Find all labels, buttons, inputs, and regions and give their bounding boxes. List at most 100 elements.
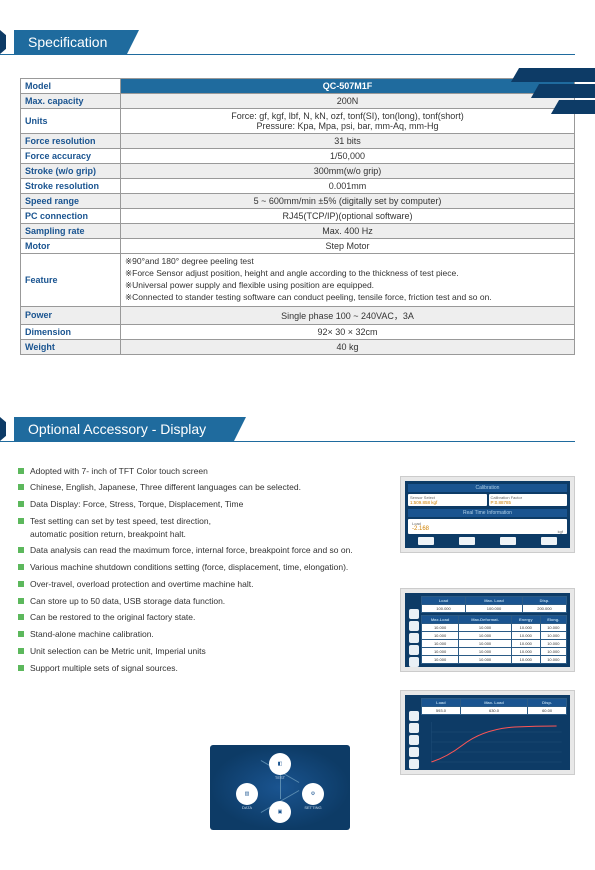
display-button [500,537,516,545]
side-button [409,711,419,721]
col-header: Max.Deformat. [459,616,512,624]
bullet-item: Can be restored to the original factory … [18,611,418,624]
feature-bullet-list: Adopted with 7- inch of TFT Color touch … [18,465,418,675]
cell: 10.000 [459,640,512,648]
spec-value: 40 kg [121,339,575,354]
bullet-item: Adopted with 7- inch of TFT Color touch … [18,465,418,478]
cell: 100.000 [422,605,466,613]
col-header: Load [422,699,461,707]
side-button [409,609,419,619]
side-button [409,747,419,757]
col-header: Energy [511,616,540,624]
display-mockup-calibration: Calibration Sensor Select 1:509.858 kgf … [400,476,575,553]
section-title: Specification [14,30,127,54]
spec-label: Power [21,306,121,324]
side-button [409,633,419,643]
cell: 10.000 [459,648,512,656]
spec-label: Force accuracy [21,149,121,164]
spec-label: Stroke resolution [21,179,121,194]
bullet-item: Various machine shutdown conditions sett… [18,561,418,574]
cell: 10.000 [422,656,459,664]
spec-feature-cell: ※90°and 180° degree peeling test※Force S… [121,254,575,307]
section-header-accessory: Optional Accessory - Display [0,415,595,445]
cell: 10.000 [422,624,459,632]
spec-value: Force: gf, kgf, lbf, N, kN, ozf, tonf(SI… [121,109,575,134]
bullet-item: Data analysis can read the maximum force… [18,544,418,557]
display-mockup-menu: ◧ TEST ▥ DATA ⚙ SETTING ▣ [210,745,350,830]
cell: 10.000 [511,656,540,664]
data-table: LoadMax. LoadDisp. 100.000100.000200.000 [421,596,567,613]
spec-value: Max. 400 Hz [121,224,575,239]
divider [0,441,575,442]
side-button [409,645,419,655]
display-title: Real Time Information [408,509,567,517]
cell: 10.000 [511,624,540,632]
spec-label: Feature [21,254,121,307]
value: 1:509.858 kgf [410,500,437,505]
col-header: Load [422,597,466,605]
spec-value: 5 ~ 600mm/min ±5% (digitally set by comp… [121,194,575,209]
spec-value: 1/50,000 [121,149,575,164]
menu-icon-setting: ⚙ [302,783,324,805]
cell: 10.000 [422,640,459,648]
col-header: Max. Load [466,597,523,605]
bullet-item: Support multiple sets of signal sources. [18,662,418,675]
spec-label: Force resolution [21,134,121,149]
col-header: Disp. [528,699,567,707]
cell: 200.000 [522,605,566,613]
display-title: Calibration [408,484,567,492]
spec-value: 31 bits [121,134,575,149]
icon-label: SETTING [298,805,328,810]
section-title: Optional Accessory - Display [14,417,234,441]
cell: 10.000 [459,624,512,632]
spec-value: 300mm(w/o grip) [121,164,575,179]
bullet-item: Can store up to 50 data, USB storage dat… [18,595,418,608]
bullet-item: Unit selection can be Metric unit, Imper… [18,645,418,658]
icon-label: DATA [232,805,262,810]
bullet-item: Chinese, English, Japanese, Three differ… [18,481,418,494]
divider [0,54,575,55]
spec-value: Step Motor [121,239,575,254]
cell: 10.000 [422,648,459,656]
col-header: Elong. [540,616,566,624]
section-header-specification: Specification [0,28,595,58]
spec-label: PC connection [21,209,121,224]
display-button [459,537,475,545]
spec-label: Units [21,109,121,134]
display-button [541,537,557,545]
spec-label: Weight [21,339,121,354]
line-chart [421,717,567,767]
cell: 10.000 [511,648,540,656]
col-header: Max.Load [422,616,459,624]
side-button [409,621,419,631]
cell: 10.000 [511,640,540,648]
cell: 10.000 [540,648,566,656]
col-header: Max. Load [460,699,527,707]
display-mockup-table: LoadMax. LoadDisp. 100.000100.000200.000… [400,588,575,672]
side-button [409,723,419,733]
spec-value: Single phase 100 ~ 240VAC，3A [121,306,575,324]
unit: kgf [558,529,563,534]
button-row [408,537,567,545]
cell: 10.000 [540,632,566,640]
bullet-item: Over-travel, overload protection and ove… [18,578,418,591]
display-button [418,537,434,545]
spec-label: Motor [21,239,121,254]
side-button [409,759,419,769]
spec-value: RJ45(TCP/IP)(optional software) [121,209,575,224]
spec-label: Stroke (w/o grip) [21,164,121,179]
spec-label: Speed range [21,194,121,209]
col-header: Disp. [522,597,566,605]
spec-label: Dimension [21,324,121,339]
cell: 60.00 [528,707,567,715]
bullet-item: Stand-alone machine calibration. [18,628,418,641]
spec-label: Max. capacity [21,94,121,109]
spec-value: 92× 30 × 32cm [121,324,575,339]
cell: 10.000 [459,656,512,664]
data-table: LoadMax. LoadDisp. 593.0630.060.00 [421,698,567,715]
side-button [409,657,419,667]
value: -2.168 [412,526,429,532]
spec-label: Model [21,79,121,94]
decorative-stripes [475,68,595,108]
side-buttons [409,711,419,769]
